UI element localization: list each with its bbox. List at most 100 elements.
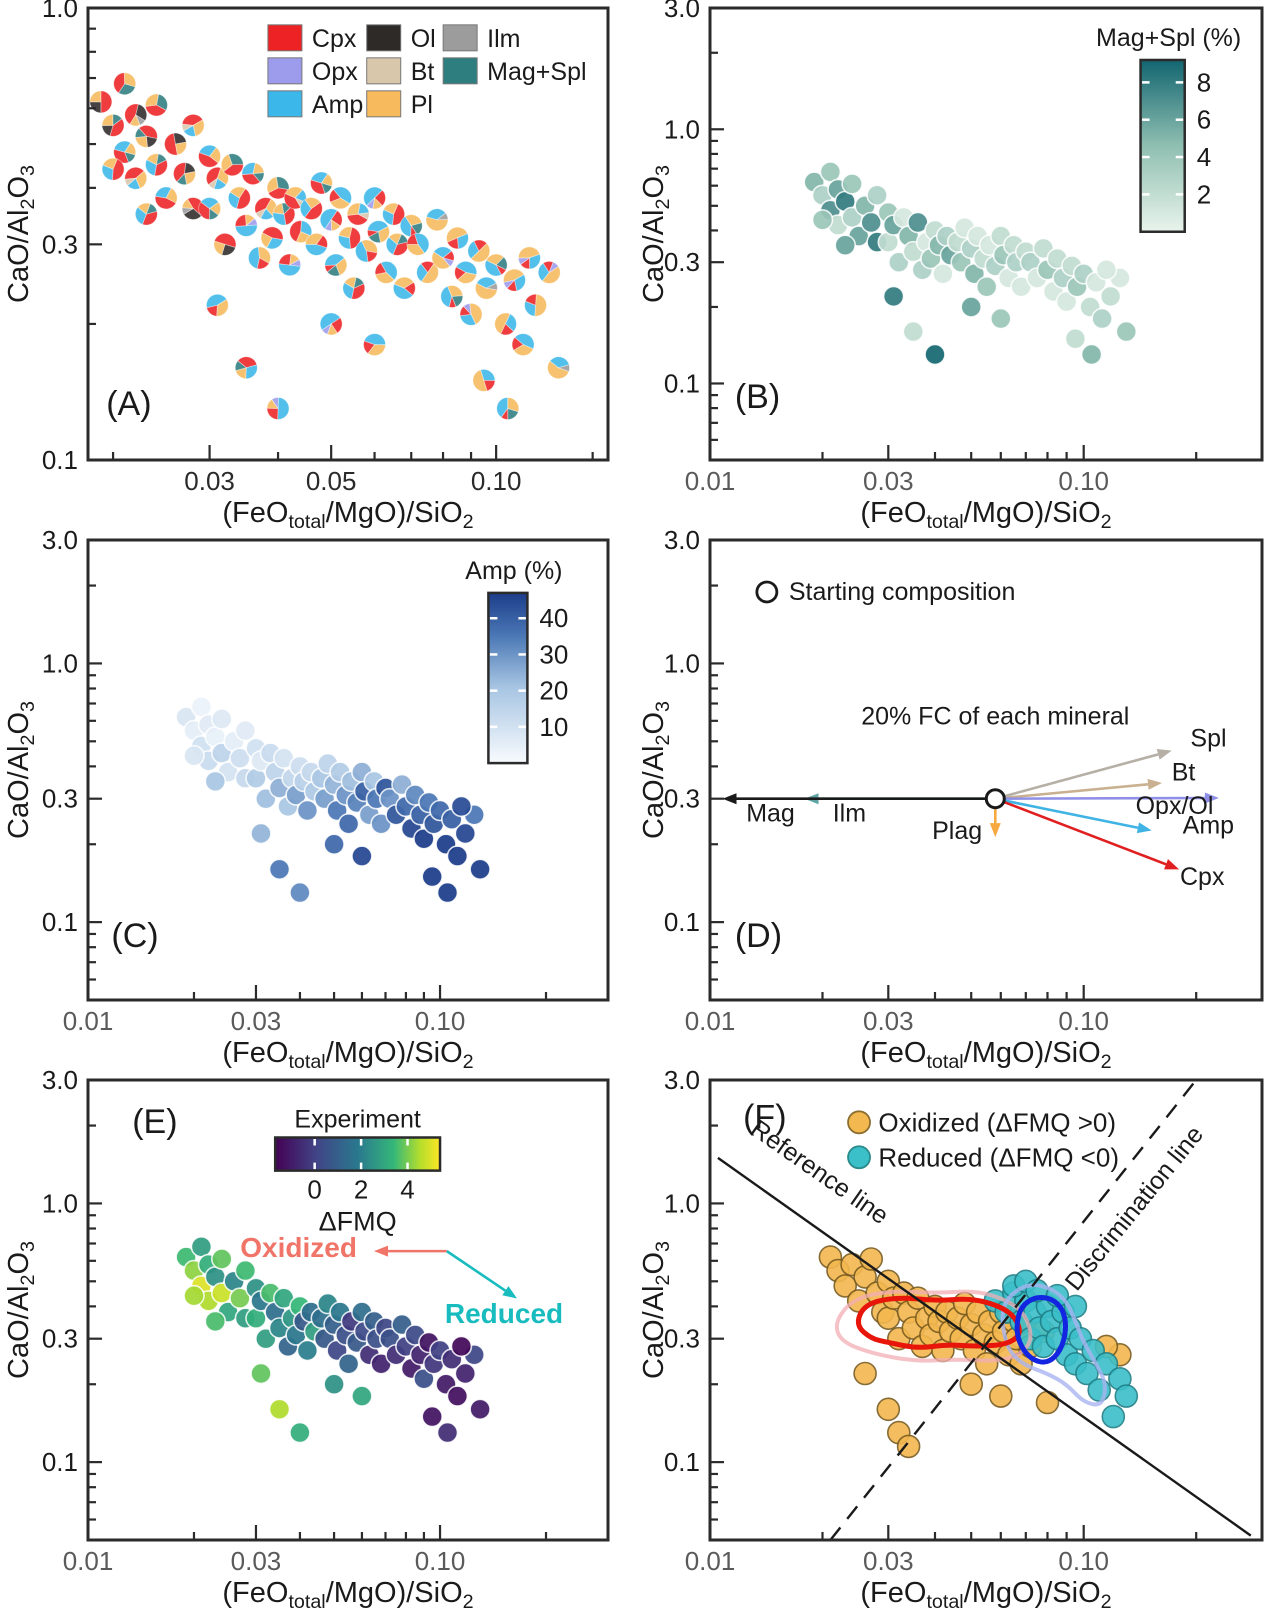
pie-slice [101, 124, 114, 137]
pie-slice [335, 257, 348, 276]
pie-slice [260, 232, 273, 249]
pie-slice [351, 283, 366, 300]
pie-slice [216, 298, 229, 317]
pie-slice [374, 272, 395, 284]
pie-slice [305, 232, 324, 245]
pie-point [289, 220, 313, 244]
x-tick-label: 0.01 [63, 1546, 114, 1576]
axis-ticks [86, 1078, 548, 1540]
arrow-head [1156, 749, 1172, 760]
pie-slice [433, 246, 453, 259]
pie-slice [101, 164, 114, 181]
pie-slice [112, 113, 123, 127]
pie-slice [234, 224, 258, 237]
pie-slice [184, 162, 196, 175]
pie-point [547, 356, 570, 380]
pie-slice [361, 239, 378, 254]
pie-slice [310, 171, 329, 184]
pie-slice [266, 237, 284, 250]
pie-point [113, 72, 137, 96]
x-tick-label: 0.10 [471, 466, 522, 496]
pie-slice [353, 276, 365, 289]
pie-point [355, 239, 378, 263]
pie-slice [467, 240, 480, 260]
x-tick-label: 0.03 [863, 466, 914, 496]
pie-point [154, 186, 178, 210]
x-tick-label: 0.10 [1058, 466, 1109, 496]
pie-point [517, 246, 541, 270]
fc-note: 20% FC of each mineral [861, 703, 1129, 731]
data-point [296, 1339, 319, 1362]
panel-f-chart: Reference line Discrimination lineOxidize… [638, 1068, 1264, 1613]
x-tick-label: 0.01 [63, 1006, 114, 1036]
y-tick-label: 0.1 [42, 907, 78, 937]
pie-slice [289, 253, 300, 266]
pie-slice [330, 317, 343, 334]
pie-point [205, 293, 229, 317]
data-point [450, 795, 473, 818]
pie-slice [154, 195, 177, 210]
data-point [1101, 1404, 1126, 1429]
panel-letter: (A) [106, 385, 151, 423]
pie-slice [503, 268, 525, 283]
x-tick-label: 0.03 [184, 466, 235, 496]
pie-slice [324, 253, 345, 267]
pie-slice [208, 207, 219, 220]
pie-slice [272, 202, 285, 215]
data-point [289, 881, 311, 904]
pie-point [472, 369, 496, 392]
pie-slice [459, 305, 472, 317]
pie-slice [378, 225, 390, 243]
pie-slice [330, 210, 343, 227]
x-tick-label: 0.10 [1058, 1006, 1109, 1036]
pie-slice [208, 201, 221, 216]
y-tick-label: 1.0 [42, 648, 78, 678]
y-axis-title: CaO/Al2O3 [638, 165, 674, 303]
y-tick-label: 3.0 [664, 0, 700, 23]
y-axis-title: CaO/Al2O3 [3, 165, 39, 303]
pie-point [145, 153, 168, 177]
annotation-reduced: Reduced [445, 1298, 563, 1329]
pie-slice [496, 397, 509, 418]
pie-slice [124, 151, 136, 163]
data-point [337, 1352, 360, 1375]
pie-point [254, 197, 278, 220]
pie-slice [266, 398, 279, 409]
pie-slice [100, 90, 113, 114]
pie-slice [278, 263, 302, 277]
pie-slice [213, 232, 237, 249]
pie-slice [380, 261, 398, 281]
pie-point [310, 171, 333, 195]
pie-slice [528, 253, 541, 270]
colorbar: 0 2 4 Experiment ΔFMQ [273, 1106, 442, 1237]
axis-ticks [708, 1078, 1198, 1540]
data-point [183, 744, 205, 767]
pie-slice [173, 162, 187, 183]
data-point [469, 858, 491, 881]
pie-slice [494, 312, 511, 335]
data-point [989, 307, 1012, 330]
pie-point [134, 202, 158, 226]
pie-point [494, 312, 517, 336]
pie-slice [524, 293, 537, 306]
x-axis-title: (FeOtotal/MgO)/SiO2 [860, 1037, 1111, 1068]
pie-slice [299, 198, 312, 218]
pie-slice [441, 257, 455, 267]
pie-point [213, 232, 237, 256]
vector-label-plag: Plag [932, 817, 982, 845]
pie-slice [101, 113, 114, 126]
pie-slice [392, 283, 414, 300]
pie-slice [124, 166, 145, 180]
pie-point [367, 220, 390, 244]
data-point [924, 343, 946, 366]
data-point [211, 1248, 233, 1270]
pie-point [173, 162, 196, 186]
pie-slice [305, 243, 328, 256]
pie-slice [183, 124, 196, 137]
pie-slice [373, 189, 386, 207]
pie-point [374, 261, 398, 284]
pie-slice [324, 264, 338, 273]
data-point [190, 696, 213, 718]
y-tick-label: 0.1 [664, 368, 700, 398]
pie-slice [547, 360, 570, 380]
